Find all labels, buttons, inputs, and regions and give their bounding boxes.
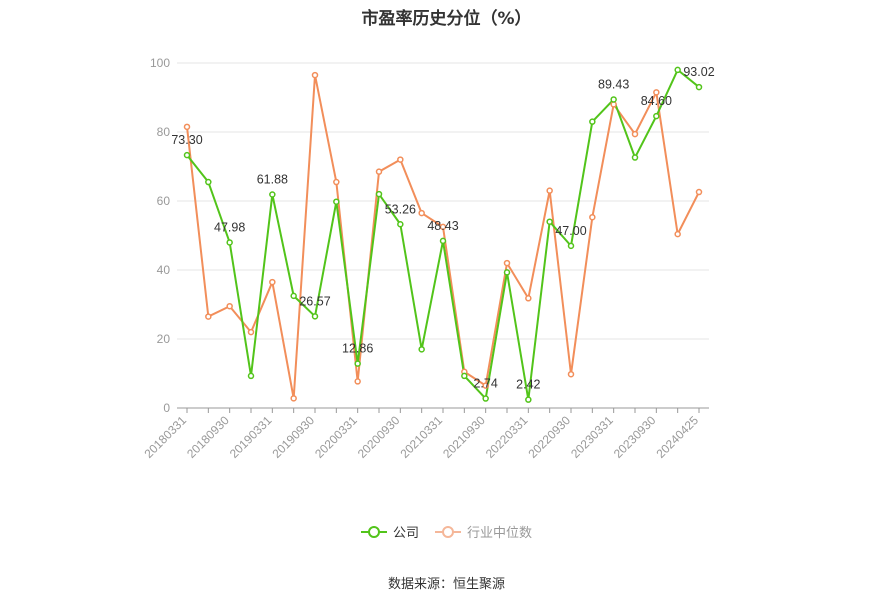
data-point-industry-median [695, 188, 703, 196]
data-point-industry-median [397, 156, 404, 163]
y-tick-label: 80 [157, 125, 171, 139]
data-point-company [653, 112, 660, 120]
data-point-industry-median [674, 230, 681, 238]
data-point-company [589, 118, 596, 125]
y-tick-label: 0 [163, 401, 170, 415]
x-tick-label: 20210331 [397, 413, 445, 461]
data-point-company [311, 313, 319, 320]
data-label: 2.74 [473, 377, 497, 391]
data-point-company [418, 346, 425, 353]
legend-swatch-company [360, 525, 387, 539]
series-lines [186, 68, 700, 401]
data-point-industry-median [354, 378, 361, 385]
chart-title: 市盈率历史分位（%） [361, 9, 532, 29]
x-tick-label: 20230331 [568, 413, 616, 461]
x-tick-label: 20210930 [440, 413, 488, 461]
gridlines [177, 62, 709, 340]
data-point-industry-median [333, 178, 340, 186]
legend-item-company[interactable]: 公司 [360, 522, 419, 541]
data-label: 73.30 [171, 133, 202, 147]
data-point-industry-median [589, 213, 596, 221]
data-point-company [397, 221, 404, 228]
data-point-industry-median [631, 130, 639, 138]
data-point-company [503, 269, 511, 276]
series-line-company [186, 68, 700, 401]
legend-label-company: 公司 [392, 526, 419, 541]
data-point-industry-median [503, 259, 511, 267]
x-tick-label: 20190930 [269, 413, 317, 461]
legend-swatch-industry-median [435, 525, 461, 539]
data-point-company [546, 218, 553, 225]
data-label: 12.86 [342, 342, 373, 356]
data-point-industry-median [205, 313, 212, 320]
data-point-industry-median [290, 395, 297, 402]
data-point-company [674, 66, 681, 74]
data-point-company [461, 372, 468, 380]
data-point-industry-median [546, 187, 553, 194]
data-point-company [610, 96, 617, 103]
data-point-industry-median [418, 209, 425, 217]
data-point-company [375, 190, 383, 198]
y-tick-label: 40 [157, 263, 171, 277]
x-tick-label: 20230930 [611, 413, 659, 461]
y-tick-label: 60 [157, 194, 171, 208]
data-point-industry-median [183, 123, 191, 131]
x-tick-label: 20200331 [312, 413, 360, 461]
y-tick-label: 100 [150, 56, 170, 70]
legend: 公司 行业中位数 [0, 522, 893, 541]
data-point-company [247, 372, 255, 380]
data-point-industry-median [525, 295, 532, 302]
data-point-company [567, 242, 575, 250]
data-point-company [482, 395, 489, 402]
data-label: 89.43 [598, 77, 629, 91]
data-point-industry-median [482, 382, 489, 389]
series-points [183, 66, 703, 403]
data-point-company [631, 154, 639, 161]
data-point-company [695, 83, 703, 91]
data-label: 48.43 [427, 219, 458, 233]
data-point-company [269, 191, 276, 198]
legend-label-industry-median: 行业中位数 [467, 526, 533, 541]
x-tick-label: 20240425 [653, 413, 701, 461]
data-point-company [183, 151, 191, 159]
data-label: 84.60 [641, 94, 672, 108]
line-chart: 0 20 40 60 80 100 2018033120180930201903312019… [141, 56, 714, 461]
data-point-industry-median [567, 370, 575, 378]
data-point-company [290, 292, 297, 300]
data-point-company [226, 239, 233, 246]
data-label: 26.57 [299, 294, 330, 308]
data-point-industry-median [247, 328, 255, 336]
x-tick-label: 20180930 [184, 413, 232, 461]
x-tick-label: 20180331 [141, 413, 189, 461]
x-tick-label: 20190331 [227, 413, 275, 461]
data-point-industry-median [269, 278, 276, 286]
data-point-company [439, 237, 447, 245]
data-label: 93.02 [683, 65, 714, 79]
data-point-company [333, 198, 340, 205]
x-tick-label: 20220331 [483, 413, 531, 461]
legend-item-industry-median[interactable]: 行业中位数 [435, 522, 532, 541]
data-labels: 73.30 47.98 61.88 26.57 12.86 53.26 48.43 2.74 2… [171, 65, 714, 392]
data-point-industry-median [439, 223, 447, 231]
data-point-company [205, 178, 212, 186]
data-point-industry-median [226, 302, 233, 310]
axes: 0 20 40 60 80 100 2018033120180930201903312019… [141, 56, 709, 461]
data-label: 47.00 [555, 224, 586, 238]
data-point-industry-median [375, 168, 383, 175]
data-label: 61.88 [257, 173, 288, 187]
y-tick-label: 20 [157, 332, 171, 346]
data-point-industry-median [311, 71, 319, 79]
x-tick-label: 20200930 [355, 413, 403, 461]
data-point-company [354, 360, 361, 367]
data-label: 53.26 [385, 202, 416, 216]
data-point-industry-median [653, 89, 660, 96]
data-label: 47.98 [214, 220, 245, 234]
data-label: 2.42 [516, 378, 540, 392]
data-point-company [525, 396, 532, 403]
x-tick-label: 20220930 [525, 413, 573, 461]
source-note: 数据来源：恒生聚源 [387, 577, 505, 592]
